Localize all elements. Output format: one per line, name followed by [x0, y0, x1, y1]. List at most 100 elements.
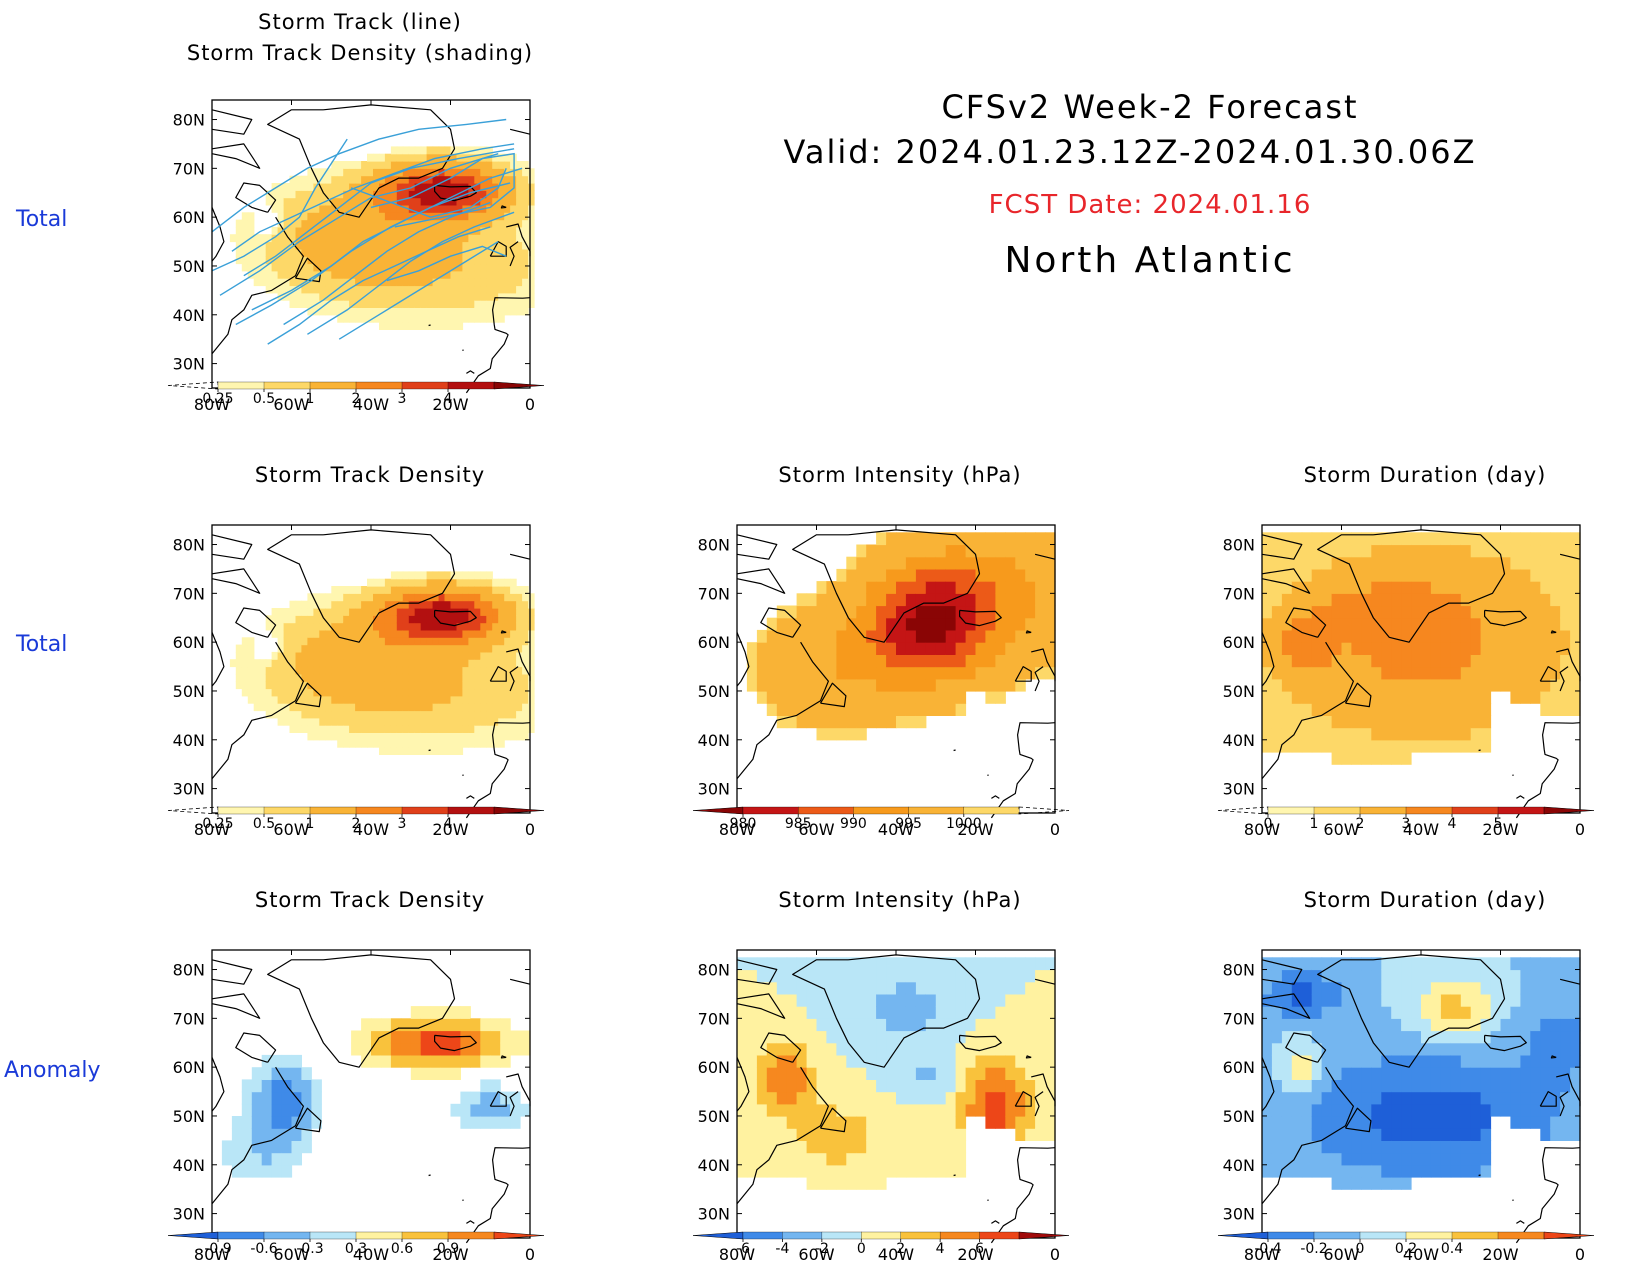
- shading-cell: [756, 691, 768, 704]
- shading-cell: [337, 608, 344, 616]
- shading-cell: [522, 673, 529, 682]
- shading-cell: [1045, 617, 1056, 631]
- shading-cell: [1371, 1152, 1382, 1166]
- shading-cell: [1025, 556, 1036, 570]
- shading-cell: [796, 715, 808, 729]
- shading-cell: [1301, 654, 1313, 668]
- shading-cell: [945, 629, 957, 643]
- shading-cell: [408, 571, 416, 580]
- shading-cell: [414, 204, 422, 213]
- shading-cell: [766, 703, 778, 716]
- shading-cell: [1550, 556, 1561, 570]
- shading-cell: [846, 642, 857, 655]
- lon-label: 0: [1050, 1245, 1060, 1260]
- shading-cell: [516, 608, 523, 616]
- shading-cell: [522, 608, 529, 616]
- shading-cell: [337, 248, 344, 257]
- coastline: [1317, 529, 1506, 643]
- shading-cell: [259, 241, 267, 250]
- shading-cell: [331, 637, 338, 646]
- shading-cell: [265, 710, 273, 719]
- shading-cell: [480, 578, 487, 587]
- shading-cell: [504, 183, 511, 191]
- shading-cell: [776, 691, 788, 704]
- shading-cell: [343, 219, 350, 228]
- shading-cell: [289, 651, 297, 660]
- shading-cell: [265, 666, 273, 675]
- shading-cell: [361, 307, 368, 316]
- shading-cell: [337, 183, 344, 191]
- shading-cell: [492, 248, 499, 257]
- shading-cell: [1391, 1103, 1402, 1117]
- coastline: [434, 1034, 477, 1052]
- shading-cell: [1045, 642, 1056, 655]
- shading-cell: [456, 717, 464, 726]
- shading-cell: [343, 717, 350, 726]
- shading-cell: [522, 256, 529, 265]
- shading-cell: [1371, 981, 1382, 995]
- shading-cell: [1351, 1079, 1362, 1093]
- shading-cell: [426, 666, 434, 675]
- shading-cell: [737, 1103, 748, 1117]
- shading-cell: [313, 710, 320, 719]
- shading-cell: [1520, 1116, 1531, 1129]
- shading-cell: [301, 241, 308, 250]
- shading-cell: [307, 307, 314, 316]
- shading-cell: [438, 622, 446, 631]
- shading-cell: [462, 256, 469, 265]
- shading-cell: [522, 586, 529, 594]
- shading-cell: [955, 1079, 967, 1093]
- shading-cell: [1391, 1140, 1402, 1154]
- shading-cell: [349, 703, 356, 712]
- shading-cell: [432, 593, 440, 602]
- shading-cell: [816, 1079, 827, 1093]
- shading-cell: [1291, 605, 1303, 619]
- shading-cell: [486, 241, 493, 250]
- shading-cell: [456, 204, 464, 213]
- shading-cell: [1520, 532, 1531, 546]
- shading-cell: [1341, 1103, 1352, 1117]
- shading-cell: [1381, 1030, 1392, 1044]
- shading-cell: [1460, 581, 1472, 594]
- shading-cell: [408, 270, 416, 279]
- shading-cell: [265, 241, 273, 250]
- shading-cell: [313, 256, 320, 265]
- shading-cell: [1460, 1128, 1472, 1141]
- shading-cell: [373, 615, 380, 624]
- shading-cell: [1560, 993, 1571, 1007]
- shading-cell: [1440, 1018, 1452, 1032]
- shading-cell: [965, 969, 977, 983]
- shading-cell: [1540, 1042, 1551, 1056]
- shading-cell: [450, 175, 458, 184]
- shading-cell: [474, 717, 481, 726]
- shading-cell: [460, 1103, 471, 1117]
- shading-cell: [846, 666, 857, 680]
- shading-cell: [498, 739, 505, 748]
- shading-cell: [816, 678, 827, 692]
- shading-cell: [776, 617, 788, 631]
- shading-cell: [402, 278, 410, 287]
- shading-cell: [349, 241, 356, 250]
- shading-cell: [1411, 1018, 1422, 1032]
- shading-cell: [1271, 703, 1283, 716]
- shading-cell: [380, 1030, 392, 1044]
- shading-cell: [474, 300, 481, 308]
- shading-cell: [414, 659, 422, 668]
- shading-cell: [1262, 642, 1273, 655]
- shading-cell: [462, 695, 469, 704]
- shading-cell: [470, 1030, 481, 1044]
- shading-cell: [438, 204, 446, 213]
- shading-cell: [1460, 1042, 1472, 1056]
- shading-cell: [1331, 581, 1343, 594]
- shading-cell: [402, 153, 410, 162]
- shading-cell: [1480, 581, 1492, 594]
- shading-cell: [1391, 969, 1402, 983]
- shading-cell: [504, 659, 511, 668]
- shading-cell: [426, 300, 434, 308]
- shading-cell: [925, 981, 937, 995]
- shading-cell: [337, 666, 344, 675]
- shading-cell: [1430, 532, 1442, 546]
- shading-cell: [776, 1091, 788, 1105]
- shading-cell: [806, 1177, 818, 1190]
